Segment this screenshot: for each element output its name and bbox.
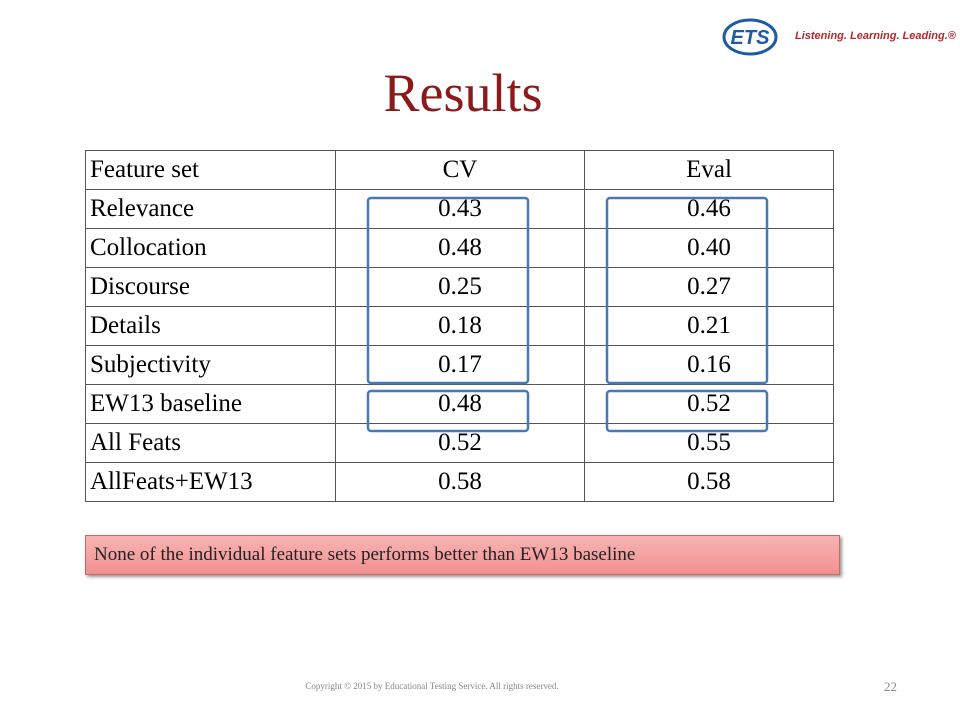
cell: 0.16 <box>584 345 834 385</box>
cell: Relevance <box>85 189 336 229</box>
cell: 0.58 <box>584 462 834 502</box>
cell: Details <box>85 306 336 346</box>
cell: EW13 baseline <box>85 384 336 424</box>
results-table: Feature set CV Eval Relevance 0.43 0.46 Colloc… <box>85 150 834 502</box>
cell: 0.40 <box>584 228 834 268</box>
cell: Discourse <box>85 267 336 307</box>
header-cell: Feature set <box>85 150 336 190</box>
cell: Collocation <box>85 228 336 268</box>
cell: 0.52 <box>584 384 834 424</box>
copyright: Copyright © 2015 by Educational Testing … <box>305 681 559 691</box>
cell: 0.43 <box>335 189 585 229</box>
slide-title: Results <box>383 63 543 123</box>
logo-ring <box>722 18 778 56</box>
cell: AllFeats+EW13 <box>85 462 336 502</box>
table-row: Details 0.18 0.21 <box>85 306 834 346</box>
cell: 0.27 <box>584 267 834 307</box>
cell: Subjectivity <box>85 345 336 385</box>
cell: 0.25 <box>335 267 585 307</box>
logo-mark: ETS <box>731 27 771 49</box>
cell: All Feats <box>85 423 336 463</box>
header-cell: CV <box>335 150 585 190</box>
table-row: Relevance 0.43 0.46 <box>85 189 834 229</box>
cell: 0.46 <box>584 189 834 229</box>
table-row: AllFeats+EW13 0.58 0.58 <box>85 462 834 502</box>
table-row: All Feats 0.52 0.55 <box>85 423 834 463</box>
cell: 0.58 <box>335 462 585 502</box>
callout: None of the individual feature sets perf… <box>85 535 840 575</box>
table-row: Subjectivity 0.17 0.16 <box>85 345 834 385</box>
cell: 0.17 <box>335 345 585 385</box>
header-row: Feature set CV Eval <box>85 150 834 190</box>
header-cell: Eval <box>584 150 834 190</box>
table-row: Collocation 0.48 0.40 <box>85 228 834 268</box>
cell: 0.48 <box>335 228 585 268</box>
table-row: Discourse 0.25 0.27 <box>85 267 834 307</box>
page-number: 22 <box>884 679 897 694</box>
cell: 0.48 <box>335 384 585 424</box>
cell: 0.18 <box>335 306 585 346</box>
cell: 0.21 <box>584 306 834 346</box>
logo: ETS <box>722 18 778 56</box>
cell: 0.52 <box>335 423 585 463</box>
logo-tagline: Listening. Learning. Leading.® <box>795 30 956 42</box>
cell: 0.55 <box>584 423 834 463</box>
table-row: EW13 baseline 0.48 0.52 <box>85 384 834 424</box>
